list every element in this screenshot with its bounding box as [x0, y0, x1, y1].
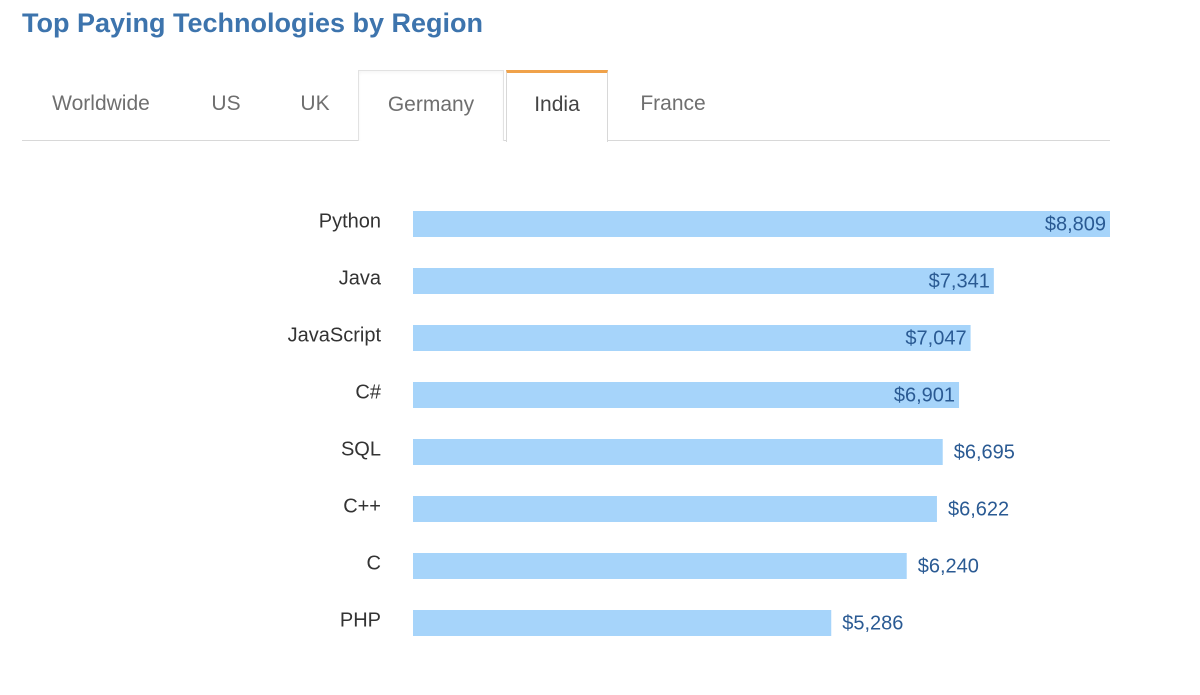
tab-germany[interactable]: Germany [358, 70, 504, 141]
category-label-python: Python [319, 210, 381, 232]
bar-cplusplus[interactable] [413, 496, 937, 522]
bar-python[interactable] [413, 211, 1110, 237]
page-title: Top Paying Technologies by Region [22, 8, 484, 38]
category-label-php: PHP [340, 609, 381, 631]
value-label-csharp: $6,901 [894, 384, 955, 406]
value-label-python: $8,809 [1045, 213, 1106, 235]
category-label-java: Java [339, 267, 382, 289]
value-label-java: $7,341 [929, 270, 990, 292]
tab-france[interactable]: France [640, 92, 706, 115]
value-label-cplusplus: $6,622 [948, 498, 1009, 520]
value-label-sql: $6,695 [954, 441, 1015, 463]
bar-sql[interactable] [413, 439, 943, 465]
bar-c[interactable] [413, 553, 907, 579]
bar-php[interactable] [413, 610, 832, 636]
category-label-c: C [367, 552, 381, 574]
tab-india[interactable]: India [506, 70, 608, 142]
category-label-csharp: C# [355, 381, 381, 403]
category-label-cplusplus: C++ [343, 495, 381, 517]
value-label-javascript: $7,047 [905, 327, 966, 349]
tab-us[interactable]: US [211, 92, 241, 115]
bar-java[interactable] [413, 268, 994, 294]
tab-worldwide[interactable]: Worldwide [52, 92, 150, 115]
bar-csharp[interactable] [413, 382, 960, 408]
bar-javascript[interactable] [413, 325, 971, 351]
value-label-c: $6,240 [918, 555, 979, 577]
category-label-javascript: JavaScript [288, 324, 382, 346]
category-label-sql: SQL [341, 438, 381, 460]
region-tabs: Worldwide US UK Germany India France [22, 70, 1110, 142]
tab-uk[interactable]: UK [300, 92, 330, 115]
value-label-php: $5,286 [842, 612, 903, 634]
